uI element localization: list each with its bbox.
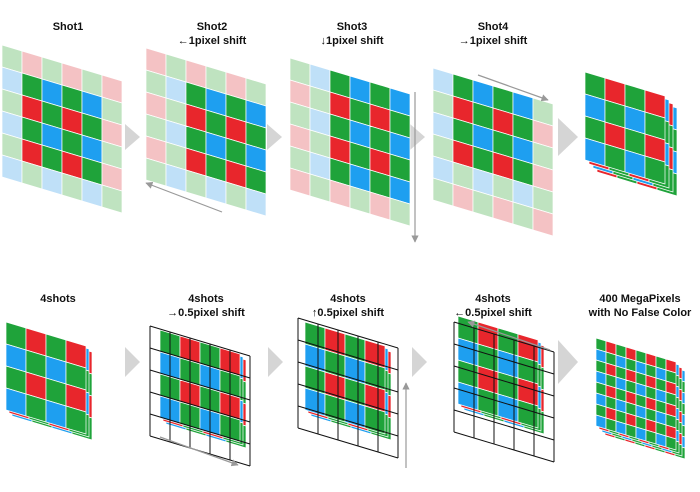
bayer-cell (532, 207, 554, 237)
overlay-grid-line (453, 409, 555, 441)
overlay-grid-line (149, 325, 251, 357)
step-arrow-icon (412, 347, 427, 377)
p3-title: 4shots (330, 293, 365, 305)
overlay-grid-line (149, 391, 251, 423)
step-arrow-icon (410, 124, 425, 150)
bayer-cell (101, 184, 123, 214)
shot1-title: Shot1 (53, 21, 84, 33)
stacked-layer-cell (65, 405, 87, 435)
shift-direction-arrow-icon (159, 436, 239, 467)
half-shift-right-panel (149, 325, 251, 467)
shot2-panel (145, 47, 267, 217)
stacked-result-panel (584, 71, 678, 197)
half-shift-up-panel (297, 317, 399, 459)
step-arrow-icon (125, 347, 140, 377)
step-arrow-icon (125, 124, 140, 150)
step-arrow-icon (558, 118, 578, 156)
overlay-grid-line (297, 383, 399, 415)
step-arrows (125, 118, 578, 384)
overlay-grid-line (453, 387, 555, 419)
shot3-subtitle: ↓1pixel shift (321, 35, 384, 47)
shot4-title: Shot4 (478, 21, 509, 33)
shot3-panel (289, 57, 411, 227)
overlay-grid-line (453, 431, 555, 463)
step-arrow-icon (558, 340, 578, 384)
overlay-grid-line (297, 361, 399, 393)
shift-direction-arrow-icon (145, 181, 223, 213)
shift-direction-arrow-icon (477, 74, 549, 102)
overlay-grid-line (453, 343, 555, 375)
p2-title: 4shots (188, 293, 223, 305)
overlay-grid-line (297, 405, 399, 437)
step-arrow-icon (268, 347, 283, 377)
shot2-subtitle: ←1pixel shift (178, 35, 247, 47)
fine-pixel-cell (665, 435, 677, 451)
overlay-grid-line (453, 365, 555, 397)
overlay-grid-line (149, 413, 251, 445)
half-shift-left-panel (453, 315, 555, 463)
shot1-panel (1, 44, 123, 214)
p5-subtitle: with No False Color (588, 307, 692, 319)
shot3-title: Shot3 (337, 21, 368, 33)
shift-direction-arrow-icon (467, 320, 551, 351)
stacked-layer-cell (644, 155, 666, 185)
bayer-cell (245, 187, 267, 217)
bayer-cell (389, 197, 411, 227)
stacked-layer-cell (517, 399, 539, 429)
four-shots-panel (5, 321, 93, 441)
megapixel-result-panel (595, 337, 686, 460)
overlay-grid-line (149, 369, 251, 401)
p4-subtitle: ←0.5pixel shift (454, 307, 532, 319)
overlay-grid-line (297, 339, 399, 371)
shot4-panel (432, 67, 554, 237)
overlay-grid-line (297, 427, 399, 459)
p3-subtitle: ↑0.5pixel shift (312, 307, 384, 319)
p1-title: 4shots (40, 293, 75, 305)
shot2-title: Shot2 (197, 21, 228, 33)
shift-arrows (145, 74, 551, 468)
p4-title: 4shots (475, 293, 510, 305)
overlay-grid-line (149, 347, 251, 379)
step-arrow-icon (267, 124, 282, 150)
overlay-grid-line (297, 317, 399, 349)
p2-subtitle: →0.5pixel shift (167, 307, 245, 319)
p5-title: 400 MegaPixels (599, 293, 680, 305)
shot4-subtitle: →1pixel shift (459, 35, 528, 47)
